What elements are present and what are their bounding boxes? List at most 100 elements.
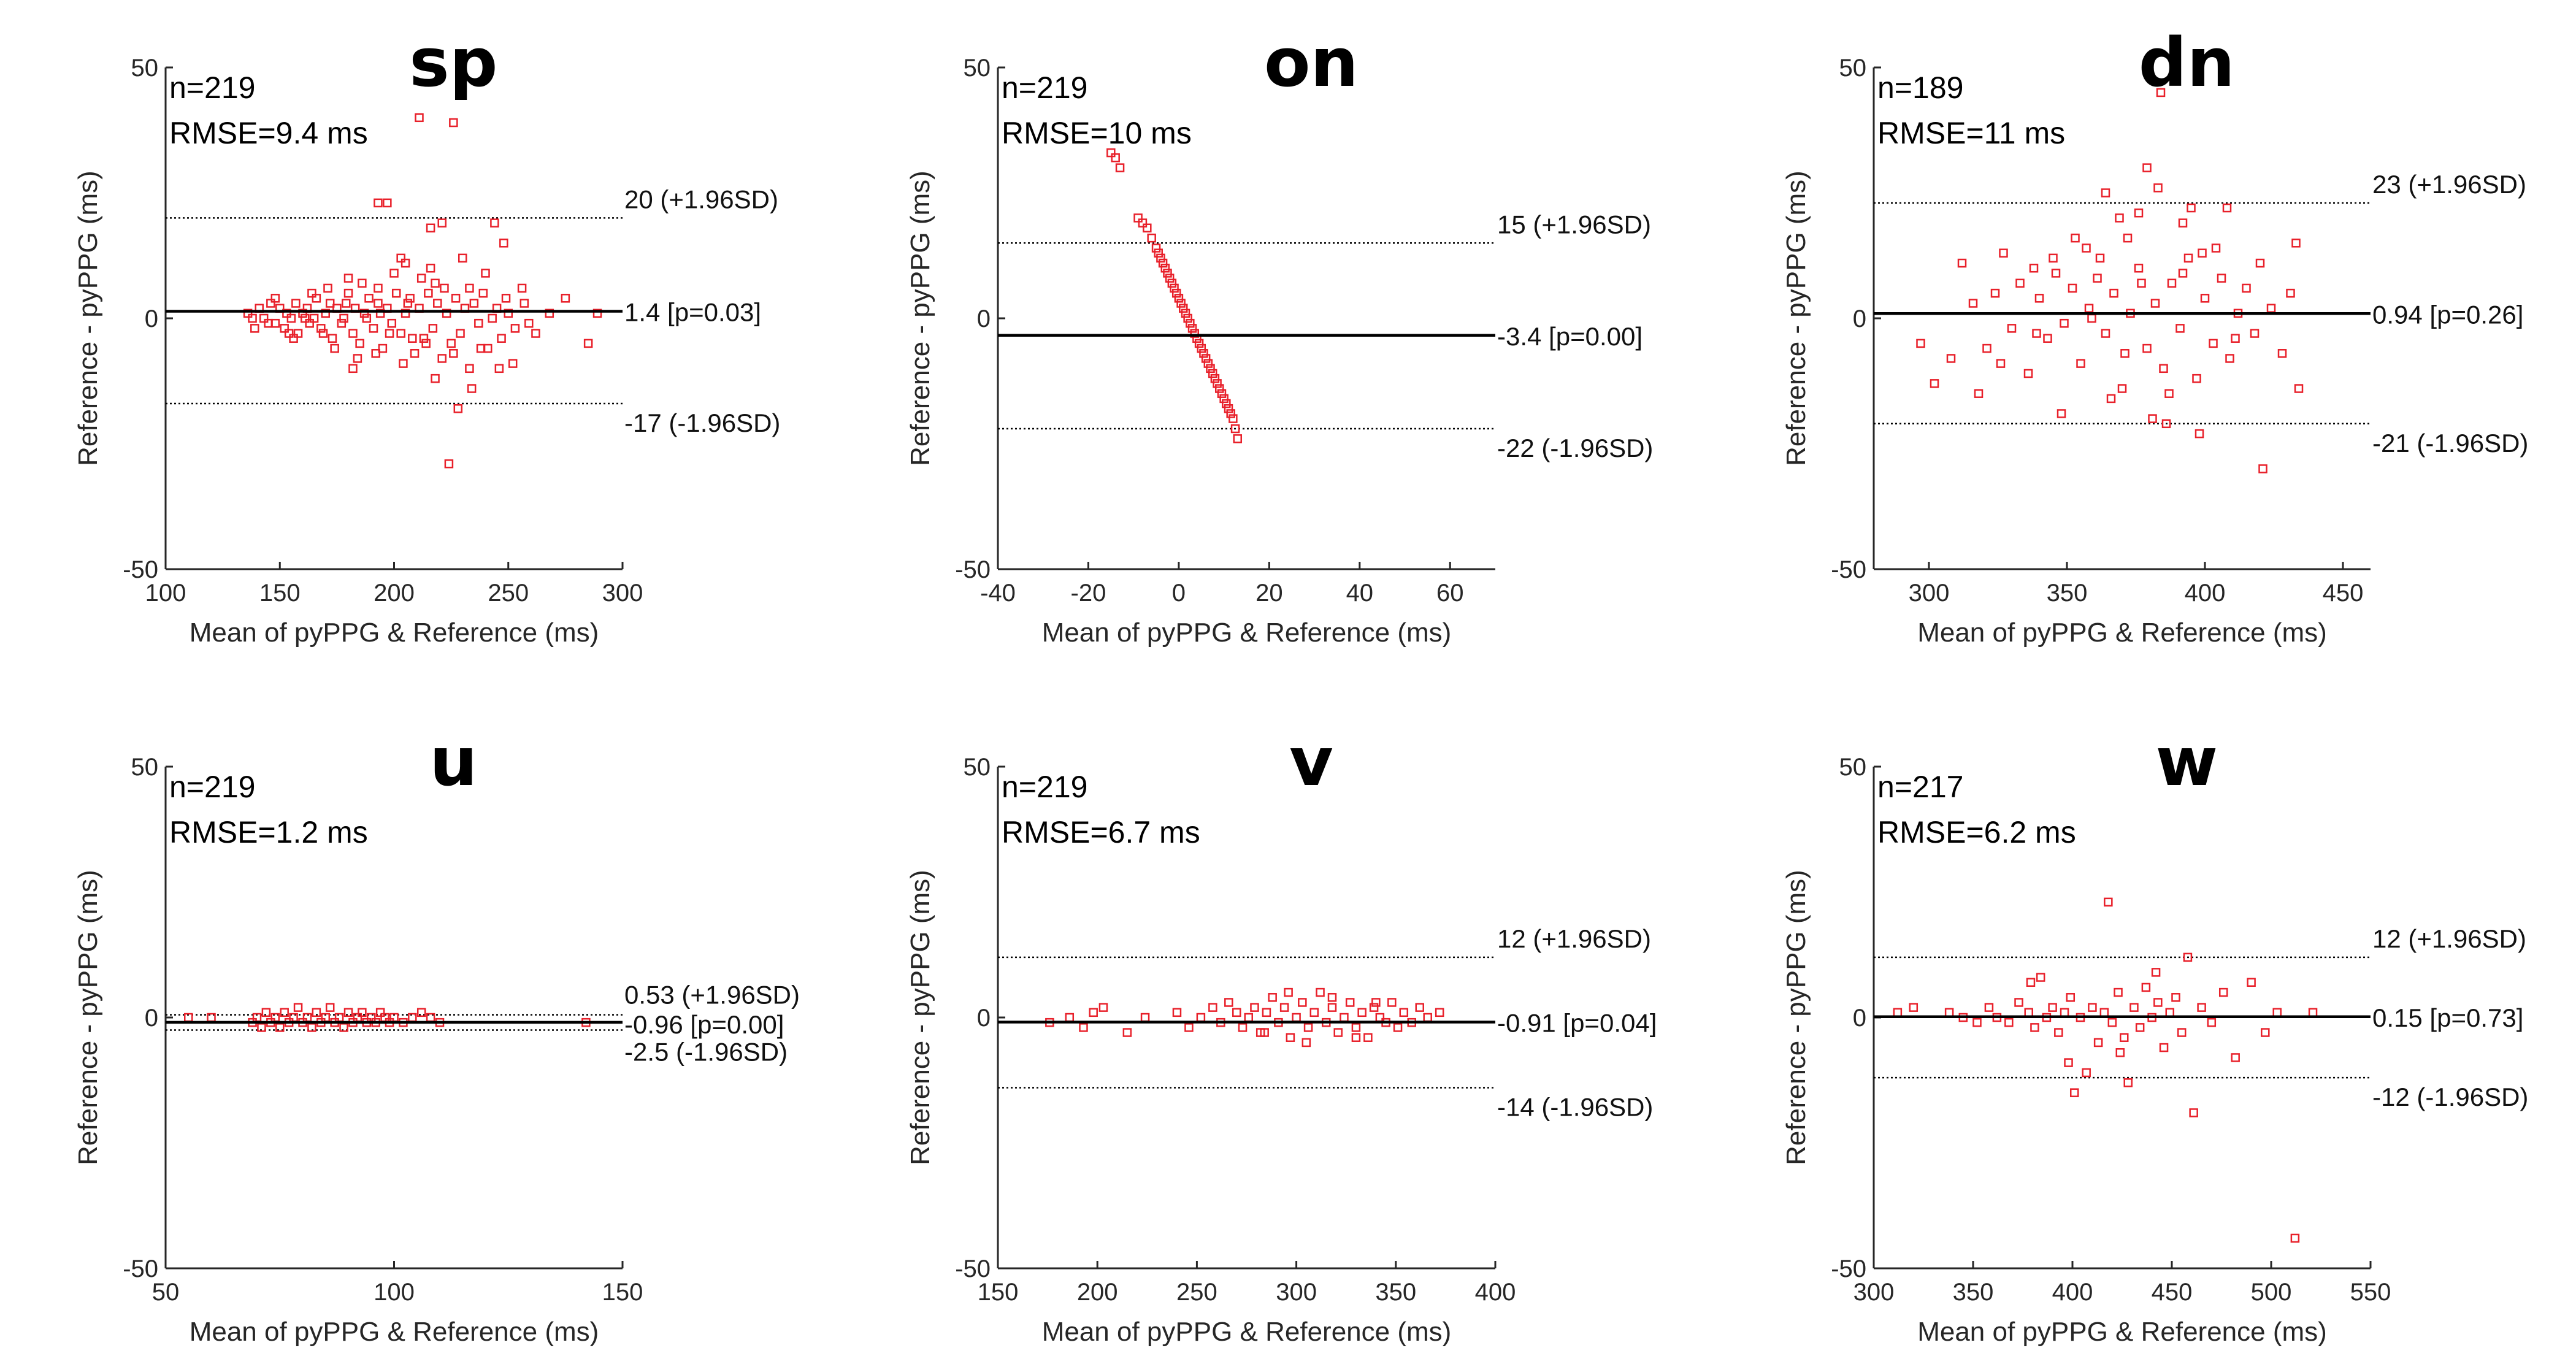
data-point xyxy=(1298,998,1307,1007)
data-point xyxy=(2200,294,2210,303)
data-point xyxy=(1309,1008,1319,1017)
data-point xyxy=(280,1008,289,1017)
data-point xyxy=(2134,263,2144,273)
y-tick-label: -50 xyxy=(955,556,991,583)
data-point xyxy=(1115,163,1125,172)
data-point xyxy=(1357,1008,1367,1017)
data-point xyxy=(1210,374,1220,383)
data-point xyxy=(2084,304,2094,313)
data-point xyxy=(293,329,303,338)
data-point xyxy=(2207,1017,2217,1027)
data-point xyxy=(504,308,513,318)
data-point xyxy=(2151,968,2161,977)
chart-panel-dn: 300 350 400 450 -50 0 50 Mean of pyPPG & Refere… xyxy=(1781,23,2528,648)
data-point xyxy=(1946,354,1956,363)
data-point xyxy=(490,218,499,228)
data-point xyxy=(2114,987,2123,997)
data-point xyxy=(426,263,435,273)
data-point xyxy=(2036,973,2045,982)
y-tick-label: -50 xyxy=(123,556,158,583)
data-point xyxy=(264,318,273,328)
y-tick-label: 50 xyxy=(964,55,991,82)
data-point xyxy=(1217,389,1227,398)
data-point xyxy=(2048,1003,2057,1012)
data-point xyxy=(2104,897,2113,907)
data-point xyxy=(1996,359,2006,368)
data-point xyxy=(391,288,401,298)
y-tick-label: 50 xyxy=(1839,55,1867,82)
data-point xyxy=(343,288,353,298)
data-point xyxy=(428,324,438,333)
data-point xyxy=(2026,978,2036,987)
x-tick-label: 20 xyxy=(1255,580,1283,607)
data-point xyxy=(1226,409,1235,418)
mean-label: 0.15 [p=0.73] xyxy=(2372,1003,2523,1032)
data-point xyxy=(307,1023,316,1032)
data-point xyxy=(2261,1028,2270,1037)
data-point xyxy=(1183,313,1192,323)
data-point xyxy=(337,318,347,328)
data-point xyxy=(510,324,520,333)
x-tick-label: 350 xyxy=(2047,580,2088,607)
data-point xyxy=(1224,998,1233,1007)
data-point xyxy=(408,334,417,343)
data-point xyxy=(1165,274,1175,283)
y-axis-label: Reference - pyPPG (ms) xyxy=(1781,870,1811,1165)
data-point xyxy=(369,324,378,333)
data-point xyxy=(1292,1013,1301,1022)
data-point xyxy=(270,294,280,303)
data-point xyxy=(1972,1017,1982,1027)
data-point xyxy=(1387,998,1397,1007)
data-point xyxy=(266,299,275,308)
data-point xyxy=(1399,1008,1409,1017)
data-point xyxy=(440,283,449,293)
data-point xyxy=(2123,233,2133,243)
data-point xyxy=(343,1008,353,1017)
data-point xyxy=(1208,1003,1217,1012)
mean-label: 0.94 [p=0.26] xyxy=(2372,300,2523,329)
data-point xyxy=(2187,203,2196,213)
data-point xyxy=(2272,1008,2282,1017)
data-point xyxy=(261,1008,271,1017)
data-point xyxy=(449,349,458,358)
data-point xyxy=(293,1003,303,1012)
data-point xyxy=(2117,384,2127,393)
data-point xyxy=(2119,1033,2129,1042)
data-point xyxy=(2294,384,2304,393)
data-point xyxy=(1340,1013,1349,1022)
x-tick-label: 400 xyxy=(2052,1279,2093,1306)
data-point xyxy=(2060,1008,2069,1017)
data-point xyxy=(289,334,298,343)
data-point xyxy=(467,384,477,393)
data-point xyxy=(2069,1088,2079,1097)
data-point xyxy=(2051,269,2061,278)
data-point xyxy=(2250,329,2260,338)
x-tick-label: 100 xyxy=(145,580,186,607)
data-point xyxy=(1111,153,1120,163)
data-point xyxy=(2101,329,2110,338)
data-point xyxy=(348,364,358,374)
data-point xyxy=(282,308,291,318)
data-point xyxy=(2192,374,2201,383)
data-point xyxy=(1199,349,1208,358)
data-point xyxy=(410,349,420,358)
data-point xyxy=(437,354,447,363)
data-point xyxy=(2068,283,2077,293)
data-point xyxy=(1345,998,1355,1007)
x-tick-label: 100 xyxy=(374,1279,415,1306)
data-point xyxy=(2135,1023,2145,1032)
data-point xyxy=(1140,1013,1150,1022)
data-point xyxy=(1435,1008,1444,1017)
data-point xyxy=(1286,1033,1295,1042)
mean-label: -3.4 [p=0.00] xyxy=(1497,322,1643,351)
data-point xyxy=(2247,978,2256,987)
data-point xyxy=(583,339,593,348)
data-point xyxy=(2218,987,2228,997)
data-point xyxy=(1351,1023,1361,1032)
data-point xyxy=(309,313,319,323)
data-point xyxy=(284,329,294,338)
data-point xyxy=(2087,313,2096,323)
data-point xyxy=(2258,464,2267,473)
x-tick-label: -20 xyxy=(1071,580,1106,607)
y-axis-label: Reference - pyPPG (ms) xyxy=(73,870,103,1165)
